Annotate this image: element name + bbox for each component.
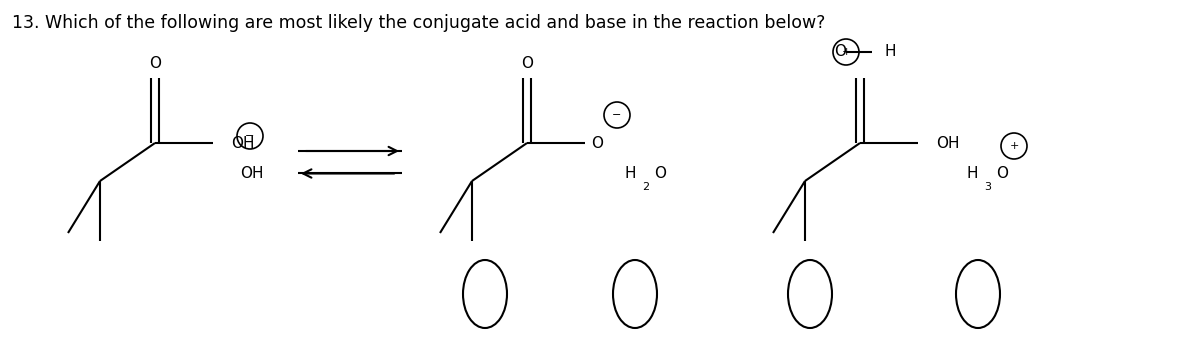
Text: H: H: [624, 166, 636, 182]
Text: O: O: [592, 136, 604, 151]
Text: OH: OH: [230, 136, 254, 151]
Text: −: −: [245, 131, 254, 141]
Text: O: O: [149, 56, 161, 72]
Text: −: −: [612, 110, 622, 120]
Text: +: +: [1009, 141, 1019, 151]
Text: O: O: [654, 166, 666, 182]
Text: OH: OH: [240, 166, 264, 182]
Text: +: +: [841, 47, 851, 57]
Text: O: O: [996, 166, 1008, 182]
Text: 13. Which of the following are most likely the conjugate acid and base in the re: 13. Which of the following are most like…: [12, 14, 826, 32]
Text: O: O: [834, 45, 846, 60]
Text: H: H: [884, 45, 895, 60]
Text: 2: 2: [642, 182, 649, 192]
Text: 3: 3: [984, 182, 991, 192]
Text: O: O: [521, 56, 533, 72]
Text: H: H: [966, 166, 978, 182]
Text: OH: OH: [936, 136, 960, 151]
